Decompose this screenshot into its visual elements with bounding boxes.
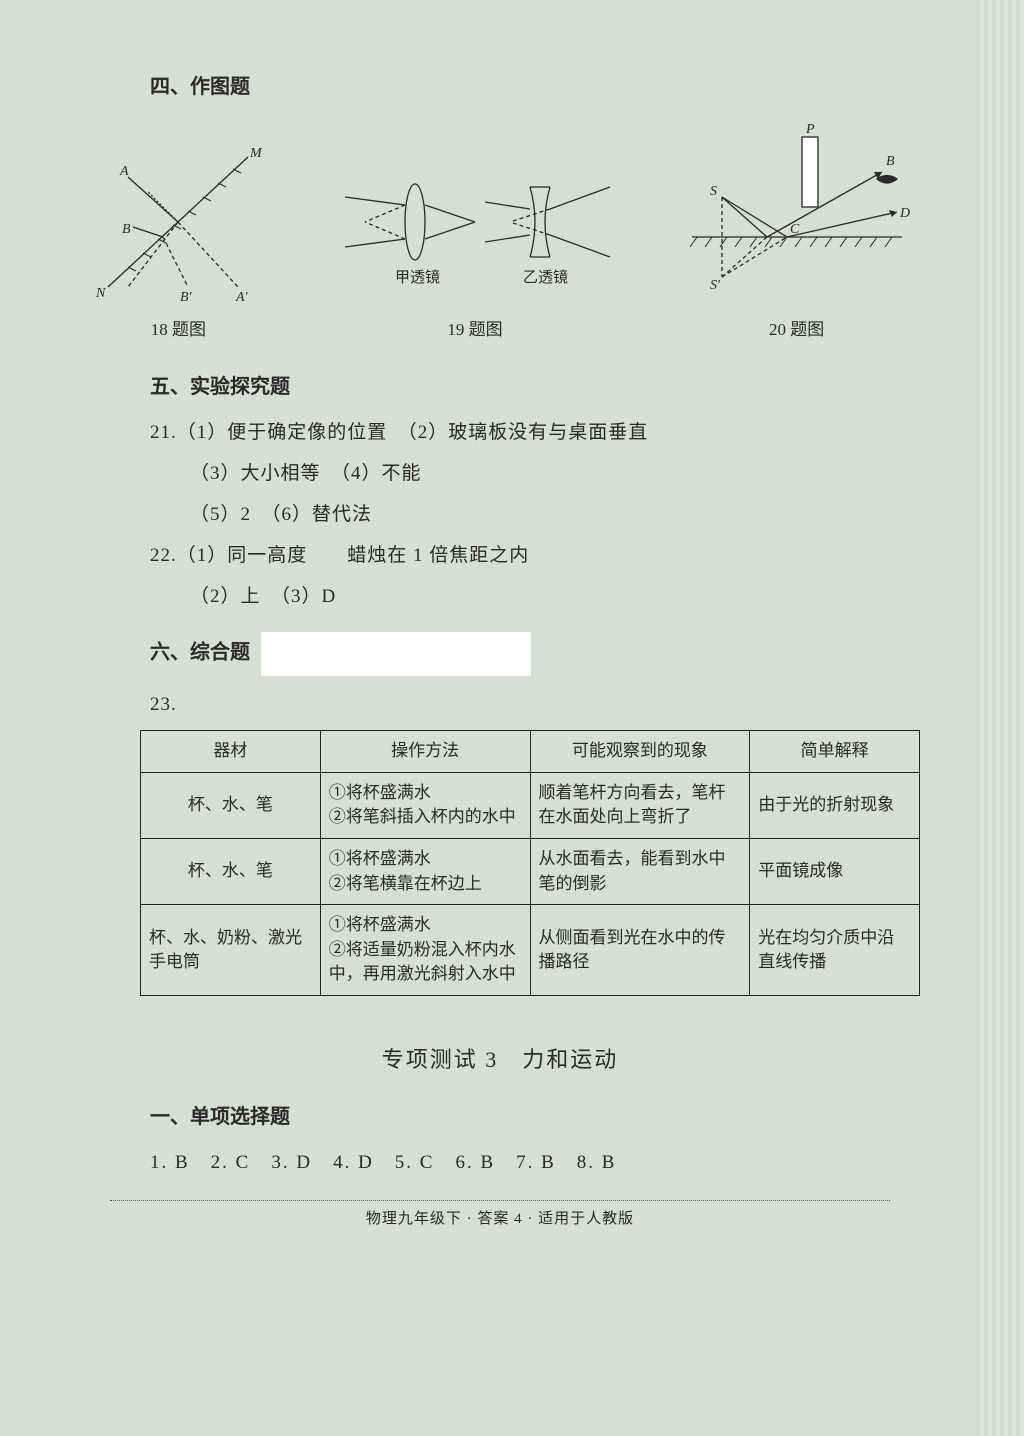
figure-18-caption: 18 题图 — [88, 315, 268, 340]
figure-20-svg: S S′ P B C D — [682, 117, 912, 307]
th-2: 可能观察到的现象 — [530, 731, 750, 773]
label-Bp: B′ — [180, 290, 193, 305]
q22-line2: （2）上 （3）D — [190, 581, 940, 608]
cell: 平面镜成像 — [750, 838, 920, 904]
cell: ①将杯盛满水②将笔横靠在杯边上 — [320, 838, 530, 904]
label-Bpt: B — [886, 154, 895, 169]
label-N: N — [95, 286, 106, 301]
figures-row: A B M N B′ A′ 18 题图 — [60, 117, 940, 340]
figure-19-caption: 19 题图 — [325, 315, 625, 340]
answer-table: 器材 操作方法 可能观察到的现象 简单解释 杯、水、笔 ①将杯盛满水②将笔斜插入… — [140, 730, 920, 996]
cell: 杯、水、奶粉、激光手电筒 — [141, 905, 321, 996]
label-D: D — [899, 206, 910, 221]
figure-18: A B M N B′ A′ 18 题图 — [88, 137, 268, 340]
cell: 顺着笔杆方向看去，笔杆在水面处向上弯折了 — [530, 772, 750, 838]
q22-line1: 22.（1）同一高度 蜡烛在 1 倍焦距之内 — [150, 540, 940, 567]
label-concave: 乙透镜 — [523, 268, 568, 286]
table-header-row: 器材 操作方法 可能观察到的现象 简单解释 — [141, 731, 920, 773]
label-Sp: S′ — [710, 278, 721, 293]
cell: ①将杯盛满水②将笔斜插入杯内的水中 — [320, 772, 530, 838]
label-convex: 甲透镜 — [395, 268, 440, 286]
label-M: M — [249, 146, 263, 161]
label-C: C — [790, 222, 800, 237]
scanner-edge — [976, 0, 1024, 1436]
cell: 光在均匀介质中沿直线传播 — [750, 905, 920, 996]
th-1: 操作方法 — [320, 731, 530, 773]
label-S: S — [710, 184, 717, 199]
section-4-title: 四、作图题 — [150, 70, 940, 99]
figure-19: 甲透镜 乙透镜 19 题图 — [325, 157, 625, 340]
section-6-label: 六、综合题 — [150, 642, 250, 664]
label-Ap: A′ — [235, 290, 249, 305]
figure-19-svg: 甲透镜 乙透镜 — [325, 157, 625, 307]
masked-region — [261, 632, 531, 676]
page-footer: 物理九年级下 · 答案 4 · 适用于人教版 — [110, 1200, 890, 1228]
q21-line2: （3）大小相等 （4）不能 — [190, 458, 940, 485]
q23-label: 23. — [150, 694, 940, 716]
cell: 从水面看去，能看到水中笔的倒影 — [530, 838, 750, 904]
q21-line3: （5）2 （6）替代法 — [190, 499, 940, 526]
figure-18-svg: A B M N B′ A′ — [88, 137, 268, 307]
mcq-section-title: 一、单项选择题 — [150, 1100, 940, 1129]
cell: 杯、水、笔 — [141, 772, 321, 838]
mcq-answers: 1. B 2. C 3. D 4. D 5. C 6. B 7. B 8. B — [150, 1147, 940, 1174]
cell: 由于光的折射现象 — [750, 772, 920, 838]
label-A: A — [119, 164, 129, 179]
page-content: 四、作图题 — [60, 40, 940, 1228]
table-row: 杯、水、笔 ①将杯盛满水②将笔斜插入杯内的水中 顺着笔杆方向看去，笔杆在水面处向… — [141, 772, 920, 838]
cell: 杯、水、笔 — [141, 838, 321, 904]
section-5-title: 五、实验探究题 — [150, 370, 940, 399]
q21-line1: 21.（1）便于确定像的位置 （2）玻璃板没有与桌面垂直 — [150, 417, 940, 444]
cell: ①将杯盛满水②将适量奶粉混入杯内水中，再用激光斜射入水中 — [320, 905, 530, 996]
figure-20: S S′ P B C D 20 题图 — [682, 117, 912, 340]
label-B: B — [122, 222, 131, 237]
figure-20-caption: 20 题图 — [682, 315, 912, 340]
table-row: 杯、水、奶粉、激光手电筒 ①将杯盛满水②将适量奶粉混入杯内水中，再用激光斜射入水… — [141, 905, 920, 996]
cell: 从侧面看到光在水中的传播路径 — [530, 905, 750, 996]
label-P: P — [805, 122, 815, 137]
table-row: 杯、水、笔 ①将杯盛满水②将笔横靠在杯边上 从水面看去，能看到水中笔的倒影 平面… — [141, 838, 920, 904]
section-6-title: 六、综合题 — [150, 632, 940, 676]
test3-title: 专项测试 3 力和运动 — [60, 1042, 940, 1074]
th-0: 器材 — [141, 731, 321, 773]
th-3: 简单解释 — [750, 731, 920, 773]
